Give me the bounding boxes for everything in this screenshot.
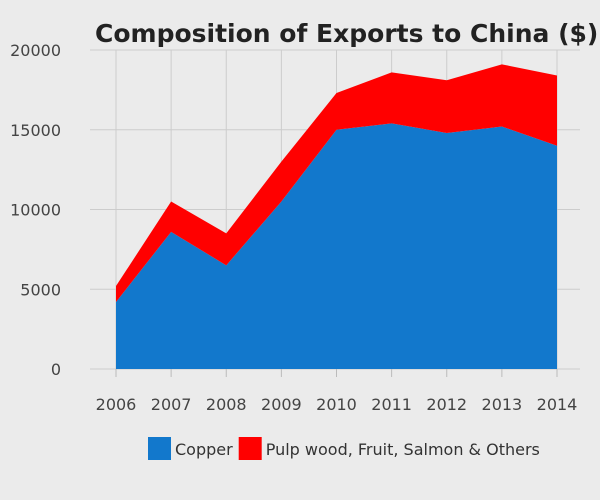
x-tick-label-2012: 2012 [426,395,467,414]
y-tick-label-15000: 15000 [10,121,61,140]
x-tick-label-2013: 2013 [482,395,523,414]
legend-swatch-pulp-wood-fruit-salmon-others [238,437,262,460]
area-layer [116,64,557,370]
x-tick-label-2014: 2014 [537,395,578,414]
y-tick-label-5000: 5000 [20,280,61,299]
x-tick-label-2010: 2010 [316,395,357,414]
legend: Copper Pulp wood, Fruit, Salmon & Others [148,437,540,460]
x-tick-label-2009: 2009 [261,395,302,414]
x-tick-label-2011: 2011 [371,395,412,414]
y-tick-label-20000: 20000 [10,41,61,60]
legend-swatch-copper [148,437,171,460]
y-tick-label-10000: 10000 [10,201,61,220]
area-series-pulp-wood-fruit-salmon-others [116,64,557,303]
legend-label-pulp-wood-fruit-salmon-others: Pulp wood, Fruit, Salmon & Others [266,440,540,459]
area-series-copper [116,123,557,370]
x-tick-label-2008: 2008 [206,395,247,414]
legend-label-copper: Copper [175,440,233,459]
x-tick-label-2007: 2007 [151,395,192,414]
chart-title: Composition of Exports to China ($) [95,19,598,48]
y-tick-label-0: 0 [51,360,61,379]
axis-layer: 0 5000 10000 15000 20000 2006 2007 2008 2009 2010… [10,41,577,414]
x-tick-label-2006: 2006 [96,395,137,414]
